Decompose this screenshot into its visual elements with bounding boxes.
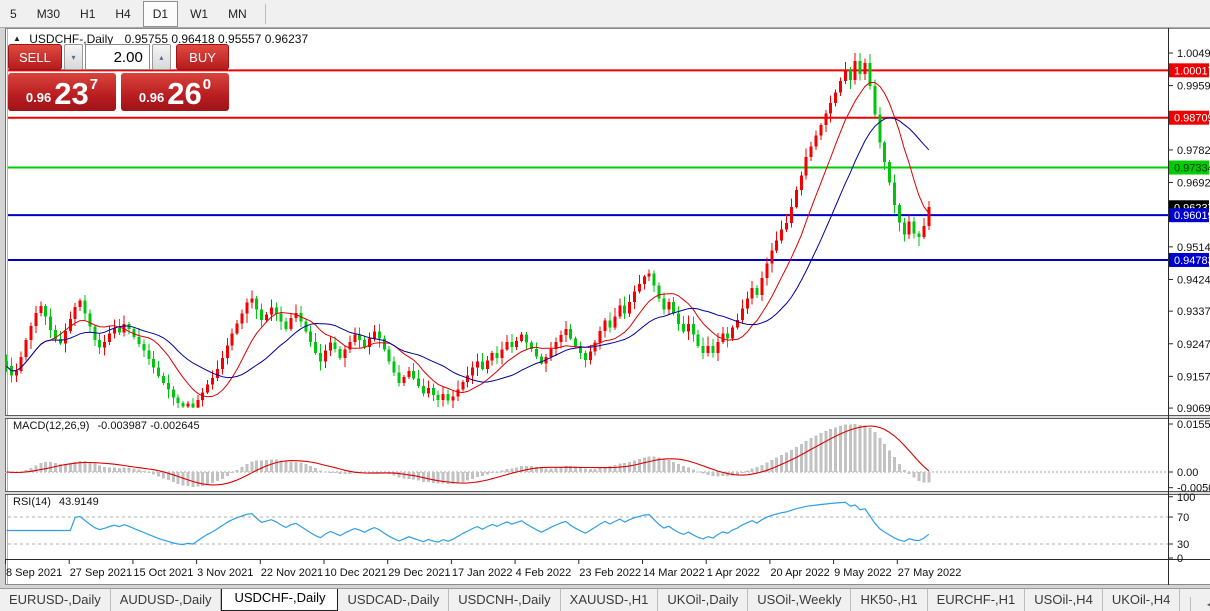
one-click-trading-panel: SELL ▾ 2.00 ▴ BUY 0.96 23 7 0.96 26 0 (8, 44, 229, 111)
tab-usdcnh-daily[interactable]: USDCNH-,Daily (449, 589, 561, 611)
svg-text:0.95145: 0.95145 (1177, 242, 1210, 254)
sell-price-box[interactable]: 0.96 23 7 (8, 73, 116, 111)
svg-text:29 Dec 2021: 29 Dec 2021 (388, 567, 450, 579)
timeframe-h4[interactable]: H4 (115, 6, 131, 21)
ma-slow (6, 117, 930, 383)
tab-usoil-h4[interactable]: USOil-,H4 (1025, 589, 1103, 611)
svg-text:0.99595: 0.99595 (1177, 81, 1210, 93)
timeframe-w1[interactable]: W1 (190, 6, 209, 21)
sell-price-sup: 7 (89, 76, 99, 93)
rsi-header: RSI(14) 43.9149 (13, 496, 104, 508)
macd-signal-line (6, 425, 930, 486)
svg-text:20 Apr 2022: 20 Apr 2022 (770, 567, 829, 579)
tab-arrow-separator (1190, 597, 1192, 611)
buy-button[interactable]: BUY (176, 44, 229, 70)
tab-usdcad-daily[interactable]: USDCAD-,Daily (338, 589, 450, 611)
svg-text:27 May 2022: 27 May 2022 (898, 567, 962, 579)
tab-ukoil-daily[interactable]: UKOil-,Daily (658, 589, 749, 611)
svg-text:4 Feb 2022: 4 Feb 2022 (516, 567, 572, 579)
timeframe-d1[interactable]: D1 (142, 0, 179, 27)
svg-text:0.96019: 0.96019 (1174, 210, 1210, 222)
tab-usoil-weekly[interactable]: USOil-,Weekly (748, 589, 852, 611)
svg-text:0.94245: 0.94245 (1177, 274, 1210, 286)
chart-symbol: USDCHF-,Daily (29, 32, 114, 46)
timeframe-mn[interactable]: MN (228, 6, 247, 21)
tab-usdchf-daily[interactable]: USDCHF-,Daily (221, 589, 339, 611)
timeframe-toolbar: 5 M30 H1 H4 D1 W1 MN (0, 0, 1210, 28)
svg-text:3 Nov 2021: 3 Nov 2021 (197, 567, 253, 579)
svg-text:70: 70 (1177, 512, 1189, 524)
timeframe-h1[interactable]: H1 (80, 6, 96, 21)
svg-text:14 Mar 2022: 14 Mar 2022 (643, 567, 705, 579)
buy-price-box[interactable]: 0.96 26 0 (121, 73, 229, 111)
svg-text:0: 0 (1177, 553, 1183, 565)
buy-price-sup: 0 (202, 76, 212, 93)
svg-text:9 May 2022: 9 May 2022 (834, 567, 891, 579)
svg-text:8 Sep 2021: 8 Sep 2021 (6, 567, 62, 579)
timeframe-m30[interactable]: M30 (36, 6, 61, 21)
svg-text:0.01555: 0.01555 (1177, 419, 1210, 431)
tab-scroll-left-icon[interactable]: ◄ (1205, 600, 1210, 609)
rsi-line (6, 501, 930, 546)
rsi-name: RSI(14) (13, 496, 51, 508)
svg-text:22 Nov 2021: 22 Nov 2021 (261, 567, 323, 579)
tab-eurchf-h1[interactable]: EURCHF-,H1 (928, 589, 1026, 611)
chevron-down-icon: ▾ (71, 52, 76, 62)
svg-text:27 Sep 2021: 27 Sep 2021 (70, 567, 132, 579)
svg-text:23 Feb 2022: 23 Feb 2022 (579, 567, 641, 579)
volume-increase-button[interactable]: ▴ (151, 44, 172, 70)
buy-price-frac: 0.96 (138, 90, 165, 105)
symbol-tab-bar: EURUSD-,Daily AUDUSD-,Daily USDCHF-,Daily U… (0, 588, 1210, 611)
sell-price-frac: 0.96 (25, 90, 52, 105)
chevron-up-icon: ▴ (159, 52, 164, 62)
volume-decrease-button[interactable]: ▾ (63, 44, 84, 70)
svg-text:-0.005075: -0.005075 (1177, 483, 1210, 495)
buy-price-main: 26 (167, 76, 202, 111)
svg-text:1.00495: 1.00495 (1177, 48, 1210, 60)
candles (5, 53, 931, 408)
rsi-value: 43.9149 (58, 496, 99, 508)
tab-xauusd-h1[interactable]: XAUUSD-,H1 (561, 589, 659, 611)
svg-text:1 Apr 2022: 1 Apr 2022 (707, 567, 760, 579)
toolbar-separator (264, 3, 266, 24)
tab-hk50-h1[interactable]: HK50-,H1 (851, 589, 928, 611)
tab-audusd-daily[interactable]: AUDUSD-,Daily (111, 589, 222, 611)
volume-input[interactable]: 2.00 (85, 44, 150, 70)
sell-button[interactable]: SELL (8, 44, 62, 70)
svg-text:100: 100 (1177, 492, 1195, 504)
svg-text:1.00017: 1.00017 (1174, 65, 1210, 77)
chart-ohlc: 0.95755 0.96418 0.95557 0.96237 (124, 32, 309, 46)
chart-title: ▲ USDCHF-,Daily 0.95755 0.96418 0.95557 … (13, 32, 308, 46)
svg-text:0.97334: 0.97334 (1174, 163, 1210, 175)
svg-text:0.00: 0.00 (1177, 467, 1198, 479)
macd-values: -0.003987 -0.002645 (97, 420, 200, 432)
ma-fast (6, 81, 930, 398)
macd-name: MACD(12,26,9) (13, 420, 90, 432)
svg-text:30: 30 (1177, 539, 1189, 551)
svg-text:17 Jan 2022: 17 Jan 2022 (452, 567, 513, 579)
svg-text:0.98709: 0.98709 (1174, 113, 1210, 125)
svg-text:0.94783: 0.94783 (1174, 255, 1210, 267)
svg-text:10 Dec 2021: 10 Dec 2021 (325, 567, 387, 579)
svg-text:15 Oct 2021: 15 Oct 2021 (133, 567, 193, 579)
collapse-triangle-icon[interactable]: ▲ (13, 34, 21, 43)
tab-eurusd-daily[interactable]: EURUSD-,Daily (0, 589, 111, 611)
macd-header: MACD(12,26,9) -0.003987 -0.002645 (13, 420, 205, 432)
sell-price-main: 23 (54, 76, 89, 111)
svg-text:0.90695: 0.90695 (1177, 403, 1210, 415)
timeframe-5[interactable]: 5 (10, 6, 17, 21)
tab-ukoil-h4[interactable]: UKOil-,H4 (1103, 589, 1181, 611)
